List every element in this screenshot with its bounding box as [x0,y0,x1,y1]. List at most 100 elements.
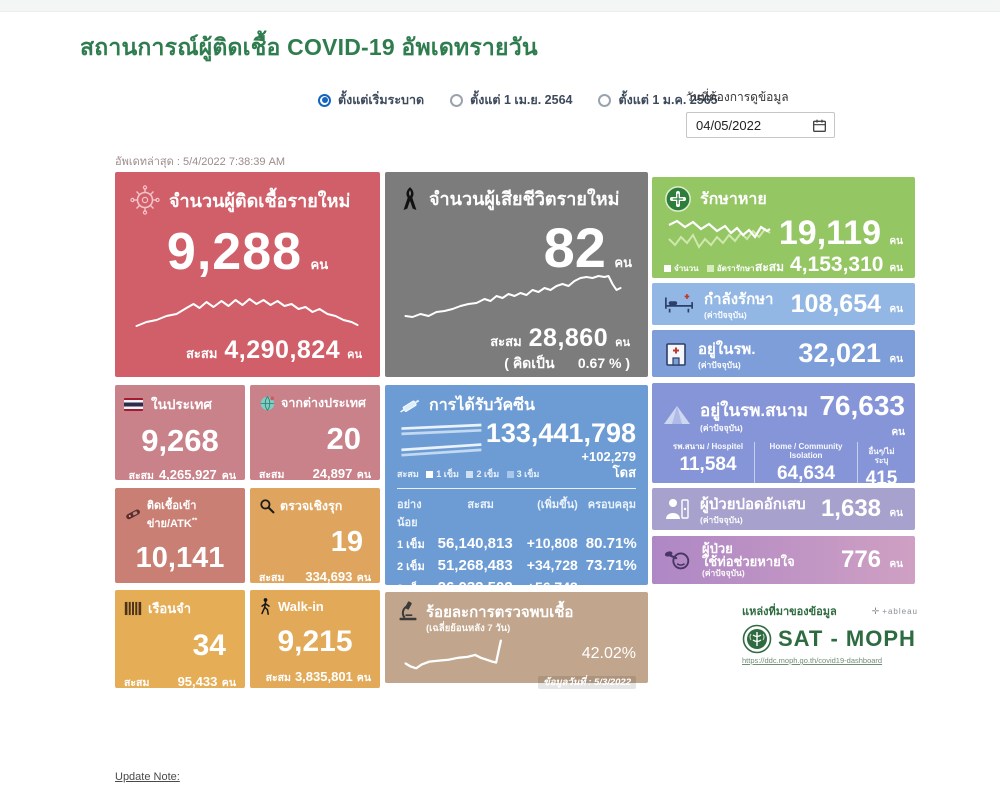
tableau-text: +ableau [882,606,918,616]
card-title: จากต่างประเทศ [281,396,366,410]
vaccine-row-delta: +56,743 [526,579,578,595]
vaccine-table-header: ครอบคลุม [587,499,636,511]
cum-unit: คน [221,677,236,689]
divider [857,442,858,491]
card-title: เรือนจำ [148,601,192,616]
legend-square-dose3 [506,471,514,479]
vaccine-table-header: (เพิ่มขึ้น) [537,499,578,511]
last-updated-text: อัพเดทล่าสุด : 5/4/2022 7:38:39 AM [115,156,286,168]
radio-icon[interactable] [450,93,464,107]
cum-unit: คน [221,470,236,482]
in-treatment-unit: คน [889,303,903,315]
vaccine-table-header: สะสม [467,499,494,511]
divider [754,442,755,491]
vaccine-row-delta: +34,728 [526,557,578,573]
date-input-field[interactable] [694,116,788,134]
legend-square-rate [706,265,714,273]
breakdown-value: 415 [865,468,898,490]
cum-label: สะสม [755,260,785,274]
breakdown-label: อื่นๆ/ไม่ระบุ [868,447,895,466]
vaccine-legend: สะสม 1 เข็ม 2 เข็ม 3 เข็ม [397,467,539,481]
radio-since-apr-2564[interactable]: ตั้งแต่ 1 เม.ย. 2564 [450,90,572,110]
breakdown-label: Home / Community Isolation [769,442,843,461]
card-vaccine: การได้รับวัคซีน 133,441,798 +102,279 สะส… [385,385,648,617]
cum-value: 28,860 [528,324,609,352]
legend-label: สะสม [397,469,419,479]
recovered-legend: จำนวน อัตรารักษาหาย [664,262,755,288]
positive-rate-value: 42.02% [581,645,636,663]
date-picker-block: วันที่ต้องการดูข้อมูล [686,88,835,138]
pneumonia-unit: คน [889,508,903,519]
card-ventilator: ผู้ป่วย ใช้ท่อช่วยหายใจ (ค่าปัจจุบัน) 77… [652,536,915,584]
card-in-treatment: กำลังรักษา (ค่าปัจจุบัน) 108,654 คน [652,283,915,325]
new-cases-value: 9,288 [166,223,303,281]
new-cases-unit: คน [310,257,329,272]
radio-icon[interactable] [318,93,331,107]
radio-since-outbreak[interactable]: ตั้งแต่เริ่มระบาด [318,90,424,110]
field-hospital-breakdown: รพ.สนาม / Hospitel 11,584 Home / Communi… [662,442,905,491]
cum-value: 4,290,824 [224,336,341,364]
cum-value: 334,693 [305,569,353,584]
card-field-hospital: อยู่ในรพ.สนาม (ค่าปัจจุบัน) 76,633 คน รพ… [652,383,915,491]
source-url-link[interactable]: https://ddc.moph.go.th/covid19-dashboard [742,656,883,665]
moph-emblem-icon [742,624,772,654]
in-hospital-value: 32,021 [798,338,882,368]
cum-unit: คน [356,672,371,684]
atk-test-icon [126,509,140,520]
virus-icon [130,185,160,215]
card-title: จำนวนผู้ติดเชื้อรายใหม่ [169,190,351,211]
cum-value: 95,433 [177,674,218,689]
top-strip [0,0,1000,12]
syringe-icon [400,399,420,412]
new-deaths-sparkline [404,275,622,318]
breakdown-value: 11,584 [679,454,737,476]
walkin-value: 9,215 [277,625,353,658]
card-abroad: จากต่างประเทศ 20 สะสม 24,897 คน [250,385,380,481]
card-subtitle: (เฉลี่ยย้อนหลัง 7 วัน) [426,623,511,634]
pneumonia-patient-icon [666,499,689,519]
card-title: การได้รับวัคซีน [429,397,535,414]
new-cases-sparkline [135,298,359,327]
card-atk: ติดเชื้อเข้าข่าย/ATK** 10,141 สะสม 1,971… [115,488,245,599]
cum-unit: คน [889,263,903,274]
vaccine-row-cum: 26,032,502 [437,579,513,596]
calendar-icon[interactable] [812,118,827,133]
globe-icon [260,395,275,411]
recovered-value: 19,119 [778,213,882,252]
cum-label: สะสม [185,346,218,361]
in-treatment-value: 108,654 [790,289,882,318]
card-title: รักษาหาย [700,190,767,208]
radio-since-jan-2565[interactable]: ตั้งแต่ 1 ม.ค. 2565 [598,90,718,110]
breakdown-label: รพ.สนาม / Hospitel [672,442,744,451]
legend-label: 2 เข็ม [476,469,500,479]
legend-label: 3 เข็ม [516,469,540,479]
card-new-cases: จำนวนผู้ติดเชื้อรายใหม่ 9,288 คน สะสม 4,… [115,172,380,377]
vaccine-delta: +102,279 [581,449,636,464]
in-hospital-unit: คน [889,354,903,365]
proactive-value: 19 [330,526,363,558]
prison-bars-icon [124,601,142,616]
cum-label: สะสม [128,470,154,482]
pneumonia-value: 1,638 [820,495,882,522]
card-subtitle: (ค่าปัจจุบัน) [702,567,745,578]
card-title-line1: ผู้ป่วย [702,540,733,556]
medical-cross-icon [665,186,691,212]
card-proactive: ตรวจเชิงรุก 19 สะสม 334,693 คน [250,488,380,584]
cum-unit: คน [347,349,362,361]
vaccine-row-cum: 51,268,483 [437,557,513,574]
hospital-bed-icon [665,294,693,313]
card-walkin: Walk-in 9,215 สะสม 3,835,801 คน [250,590,380,688]
thai-flag-icon [124,397,143,411]
hospital-building-icon [666,342,686,366]
date-input[interactable] [686,112,835,138]
breakdown-value: 64,634 [776,463,836,485]
cum-label: สะสม [124,677,150,689]
card-title: Walk-in [278,599,324,614]
microscope-icon [399,601,417,621]
positive-rate-data-date: ข้อมูลวันที่ : 5/3/2022 [538,676,636,690]
cum-label: สะสม [490,334,522,349]
radio-icon[interactable] [598,93,612,107]
cum-value: 24,897 [312,466,353,481]
radio-label: ตั้งแต่เริ่มระบาด [338,93,425,107]
card-pneumonia: ผู้ป่วยปอดอักเสบ (ค่าปัจจุบัน) 1,638 คน [652,488,915,530]
